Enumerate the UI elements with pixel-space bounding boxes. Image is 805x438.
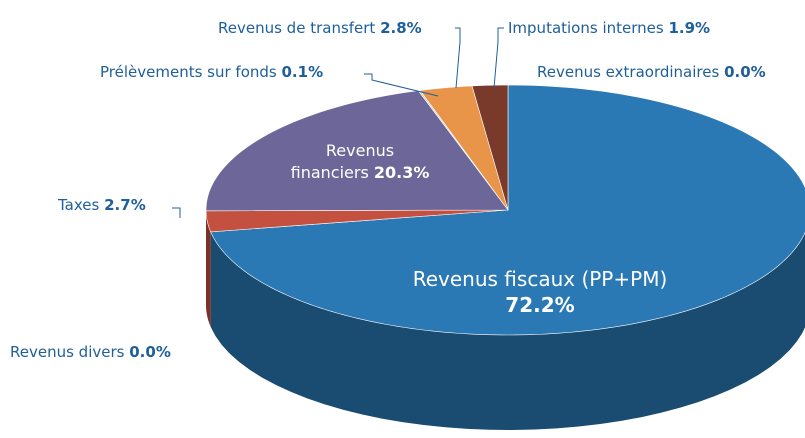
value-label: 2.7% [104, 196, 146, 214]
category-name: Revenus extraordinaires [537, 63, 720, 81]
category-name: Revenus fiscaux (PP+PM) [412, 267, 668, 291]
category-name: Prélèvements sur fonds [100, 63, 277, 81]
leader-line [172, 207, 181, 218]
slice-side [210, 231, 805, 430]
slice [205, 209, 509, 233]
category-name: Revenus de transfert [218, 19, 376, 37]
slice-label: Revenus de transfert 2.8% [218, 18, 422, 38]
leader-line [364, 73, 439, 97]
slice [471, 84, 509, 211]
leader-line [493, 27, 504, 89]
value-label: 2.8% [380, 19, 422, 37]
slice-label: Revenus divers 0.0% [10, 342, 171, 362]
slice-label: Taxes 2.7% [58, 195, 146, 215]
slice-label: Prélèvements sur fonds 0.1% [100, 62, 323, 82]
category-name: Imputations internes [508, 19, 664, 37]
slice-label: Revenus fiscaux (PP+PM) 72.2% [390, 266, 690, 318]
slice [419, 85, 509, 211]
value-label: 0.0% [724, 63, 766, 81]
category-name: Revenus divers [10, 343, 125, 361]
slice [205, 90, 509, 212]
category-name: Taxes [58, 196, 100, 214]
value-label: 0.1% [281, 63, 324, 81]
value-label: 1.9% [668, 19, 711, 37]
category-name: Revenus financiers [290, 141, 395, 182]
slice-label: Revenus financiers 20.3% [290, 140, 430, 184]
leader-line [455, 27, 461, 89]
value-label: 72.2% [505, 293, 575, 317]
value-label: 0.0% [129, 343, 171, 361]
value-label: 20.3% [373, 163, 430, 182]
slice-label: Revenus extraordinaires 0.0% [537, 62, 766, 82]
slice [210, 84, 805, 336]
slice-side [206, 210, 211, 327]
slice-label: Imputations internes 1.9% [508, 18, 710, 38]
